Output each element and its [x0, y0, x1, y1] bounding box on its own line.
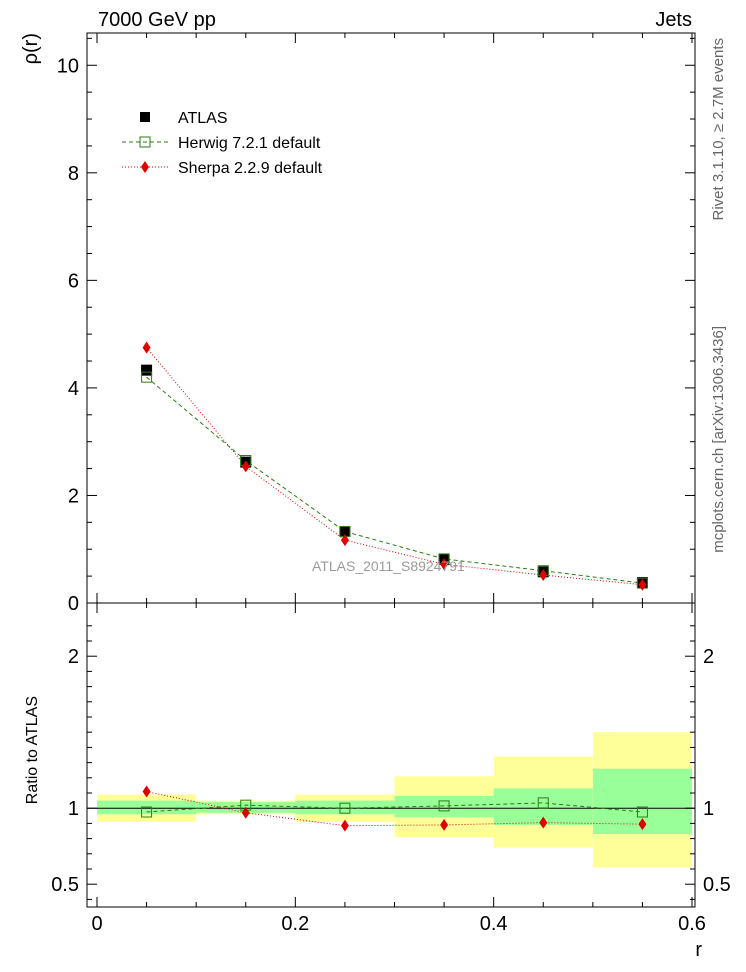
sherpa-data-point — [440, 558, 449, 571]
ratio-y-tick-label-right: 2 — [703, 646, 714, 668]
x-tick-label: 0.6 — [678, 913, 706, 935]
herwig-ratio-point — [141, 806, 153, 818]
sherpa-data-point — [142, 341, 151, 354]
ratio-series-line — [146, 802, 643, 813]
ratio-series-line — [146, 790, 643, 827]
legend-atlas-marker — [140, 112, 150, 122]
x-tick-label: 0.2 — [281, 913, 309, 935]
sherpa-data-point — [638, 578, 647, 591]
main-y-tick-label: 2 — [68, 485, 79, 507]
analysis-watermark: ATLAS_2011_S8924791 — [312, 558, 465, 574]
mcplots-label: mcplots.cern.ch [arXiv:1306.3436] — [710, 326, 727, 553]
ratio-y-tick-label-left: 2 — [68, 646, 79, 668]
main-y-tick-label: 10 — [57, 55, 79, 77]
legend: ATLAS Herwig 7.2.1 default Sherpa 2.2.9 … — [122, 110, 323, 177]
data-markers — [141, 341, 648, 832]
ratio-y-tick-label-left: 1 — [68, 798, 79, 820]
sherpa-ratio-point — [142, 785, 151, 798]
herwig-data-point — [141, 371, 153, 383]
sherpa-ratio-point — [340, 819, 349, 832]
x-tick-label: 0 — [91, 913, 102, 935]
sherpa-ratio-point — [539, 816, 548, 829]
legend-herwig-label: Herwig 7.2.1 default — [178, 135, 321, 152]
atlas-data-point — [141, 364, 153, 376]
header-process-label: Jets — [655, 9, 692, 31]
herwig-ratio-point — [537, 797, 549, 809]
sherpa-ratio-point — [241, 806, 250, 819]
herwig-ratio-point — [339, 802, 351, 814]
legend-sherpa-marker — [141, 161, 149, 173]
main-y-tick-label: 4 — [68, 378, 79, 400]
x-axis-title: r — [695, 939, 702, 961]
axis-ticks — [87, 33, 695, 907]
axis-tick-labels: 0 2 4 6 8 10 0 0.2 0.4 0.6 0.5 0.5 1 1 2 2 — [51, 55, 731, 935]
ratio-y-tick-label-right: 0.5 — [703, 874, 731, 896]
ratio-stat-band-bin — [394, 796, 494, 818]
legend-herwig-marker — [139, 136, 151, 148]
sherpa-data-point — [340, 534, 349, 547]
header-energy-label: 7000 GeV pp — [98, 9, 216, 31]
herwig-ratio-point — [636, 806, 648, 818]
ratio-stat-band-bin — [295, 800, 395, 815]
rivet-version-label: Rivet 3.1.10, ≥ 2.7M events — [710, 38, 727, 221]
sherpa-data-point — [539, 569, 548, 582]
x-tick-label: 0.4 — [480, 913, 508, 935]
herwig-ratio-point — [438, 800, 450, 812]
main-y-tick-label: 6 — [68, 270, 79, 292]
main-y-tick-label: 8 — [68, 163, 79, 185]
ratio-uncertainty-bands — [97, 732, 692, 868]
main-series-line — [146, 347, 643, 586]
y-axis-title-ratio: Ratio to ATLAS — [24, 696, 41, 804]
legend-sherpa-label: Sherpa 2.2.9 default — [178, 160, 323, 177]
legend-atlas-label: ATLAS — [178, 110, 228, 127]
main-y-tick-label: 0 — [68, 593, 79, 615]
sherpa-data-point — [241, 460, 250, 473]
series-lines — [146, 347, 643, 827]
main-series-line — [146, 376, 643, 584]
ratio-y-tick-label-left: 0.5 — [51, 874, 79, 896]
sherpa-ratio-point — [440, 818, 449, 831]
ratio-y-tick-label-right: 1 — [703, 798, 714, 820]
sherpa-ratio-point — [638, 818, 647, 831]
ratio-plot-frame — [86, 602, 696, 908]
y-axis-title-main: ρ(r) — [20, 33, 42, 64]
